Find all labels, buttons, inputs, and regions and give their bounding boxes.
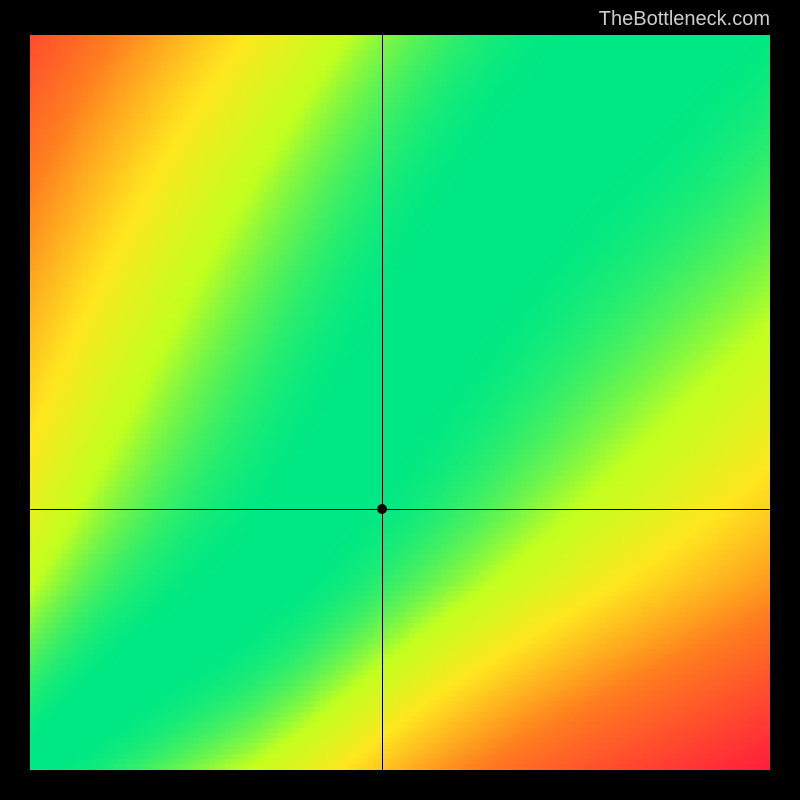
crosshair-marker <box>377 504 387 514</box>
watermark-text: TheBottleneck.com <box>599 8 770 31</box>
chart-container: TheBottleneck.com <box>0 0 800 800</box>
crosshair-horizontal <box>30 509 770 510</box>
heatmap-canvas <box>30 35 770 770</box>
crosshair-vertical <box>382 35 383 770</box>
plot-area <box>30 35 770 770</box>
